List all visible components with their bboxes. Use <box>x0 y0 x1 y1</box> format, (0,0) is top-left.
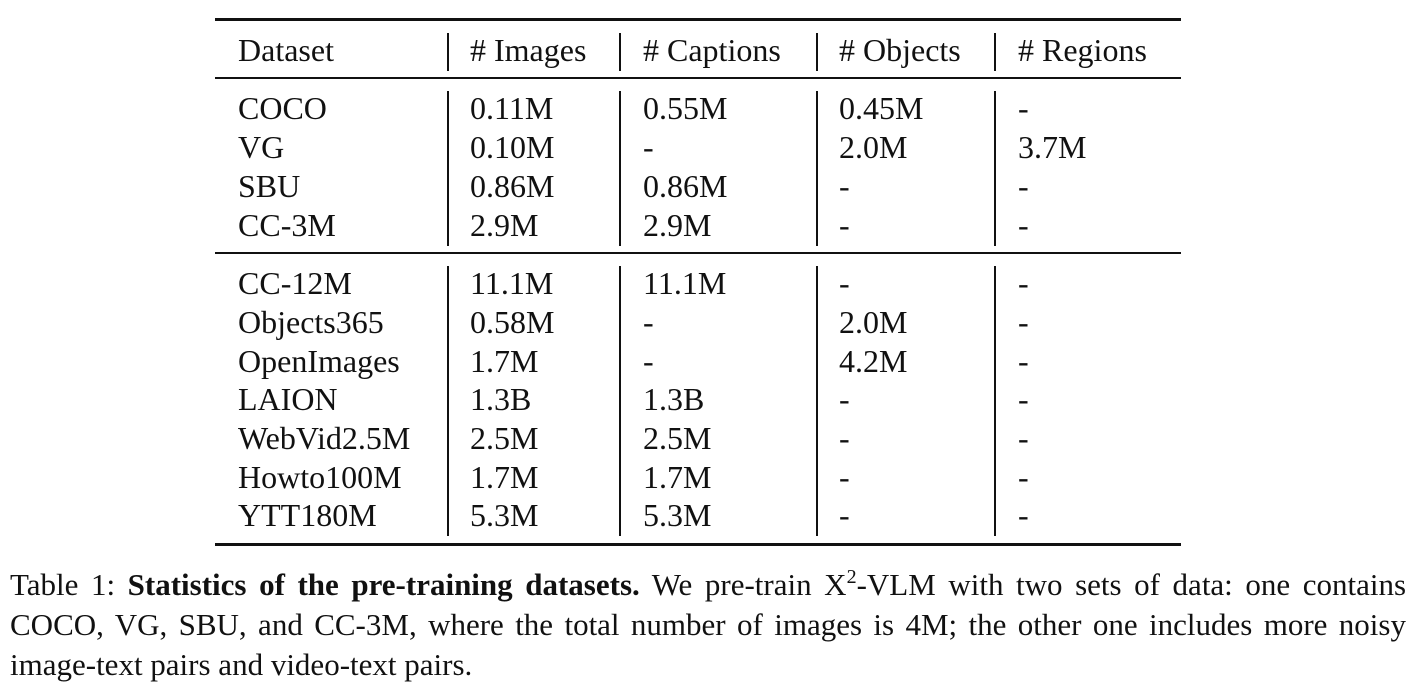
cell-objects: - <box>839 265 850 301</box>
column-separator <box>619 33 621 71</box>
cell-images: 0.58M <box>470 304 555 340</box>
column-separator <box>994 91 996 246</box>
column-separator <box>447 91 449 246</box>
cell-regions: - <box>1018 497 1029 533</box>
table-top-rule <box>215 18 1181 21</box>
cell-dataset: WebVid2.5M <box>238 420 411 456</box>
caption-text-rest: -VLM with two sets of data: one contains… <box>10 567 1407 682</box>
cell-objects: - <box>839 497 850 533</box>
cell-captions: 11.1M <box>643 265 727 301</box>
caption-label: Table 1: <box>10 567 116 602</box>
column-separator <box>816 266 818 536</box>
cell-regions: 3.7M <box>1018 129 1087 165</box>
column-separator <box>447 33 449 71</box>
header-captions: # Captions <box>643 32 781 68</box>
cell-regions: - <box>1018 168 1029 204</box>
cell-regions: - <box>1018 207 1029 243</box>
cell-captions: 1.7M <box>643 459 712 495</box>
cell-dataset: Objects365 <box>238 304 384 340</box>
cell-objects: - <box>839 381 850 417</box>
column-separator <box>816 91 818 246</box>
caption-title: Statistics of the pre-training datasets. <box>127 567 640 602</box>
cell-images: 1.3B <box>470 381 532 417</box>
column-separator <box>619 91 621 246</box>
cell-captions: 0.55M <box>643 90 728 126</box>
cell-objects: 4.2M <box>839 343 908 379</box>
header-dataset: Dataset <box>238 32 334 68</box>
cell-regions: - <box>1018 90 1029 126</box>
table-group-rule <box>215 252 1181 254</box>
cell-images: 0.11M <box>470 90 554 126</box>
cell-images: 0.86M <box>470 168 555 204</box>
cell-dataset: CC-12M <box>238 265 352 301</box>
cell-captions: 1.3B <box>643 381 705 417</box>
cell-regions: - <box>1018 459 1029 495</box>
table-header-rule <box>215 77 1181 79</box>
column-separator <box>816 33 818 71</box>
cell-images: 1.7M <box>470 343 539 379</box>
table-caption: Table 1: Statistics of the pre-training … <box>10 565 1406 685</box>
cell-images: 0.10M <box>470 129 555 165</box>
column-separator <box>619 266 621 536</box>
cell-objects: - <box>839 168 850 204</box>
cell-objects: - <box>839 420 850 456</box>
cell-dataset: SBU <box>238 168 301 204</box>
cell-captions: 0.86M <box>643 168 728 204</box>
table-bottom-rule <box>215 543 1181 546</box>
cell-dataset: VG <box>238 129 285 165</box>
cell-images: 1.7M <box>470 459 539 495</box>
column-separator <box>994 266 996 536</box>
cell-captions: - <box>643 343 654 379</box>
cell-regions: - <box>1018 304 1029 340</box>
cell-captions: - <box>643 129 654 165</box>
column-separator <box>994 33 996 71</box>
cell-dataset: OpenImages <box>238 343 400 379</box>
cell-objects: 0.45M <box>839 90 924 126</box>
cell-regions: - <box>1018 420 1029 456</box>
cell-images: 2.5M <box>470 420 539 456</box>
cell-dataset: CC-3M <box>238 207 336 243</box>
column-separator <box>447 266 449 536</box>
cell-dataset: LAION <box>238 381 338 417</box>
cell-dataset: Howto100M <box>238 459 402 495</box>
cell-regions: - <box>1018 343 1029 379</box>
cell-captions: 5.3M <box>643 497 712 533</box>
cell-objects: - <box>839 207 850 243</box>
header-images: # Images <box>470 32 587 68</box>
cell-objects: - <box>839 459 850 495</box>
cell-images: 11.1M <box>470 265 554 301</box>
cell-captions: - <box>643 304 654 340</box>
cell-images: 2.9M <box>470 207 539 243</box>
cell-captions: 2.5M <box>643 420 712 456</box>
header-regions: # Regions <box>1018 32 1147 68</box>
cell-regions: - <box>1018 381 1029 417</box>
cell-captions: 2.9M <box>643 207 712 243</box>
caption-superscript: 2 <box>846 566 857 588</box>
header-objects: # Objects <box>839 32 961 68</box>
cell-dataset: YTT180M <box>238 497 377 533</box>
cell-objects: 2.0M <box>839 129 908 165</box>
caption-text-start: We pre-train X <box>651 567 847 602</box>
cell-images: 5.3M <box>470 497 539 533</box>
cell-objects: 2.0M <box>839 304 908 340</box>
cell-regions: - <box>1018 265 1029 301</box>
cell-dataset: COCO <box>238 90 327 126</box>
